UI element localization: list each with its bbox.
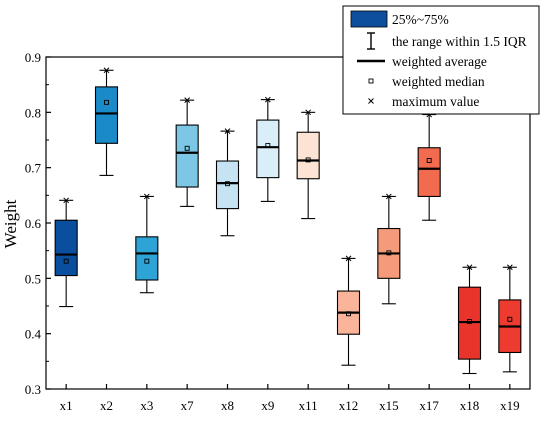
median-marker bbox=[305, 157, 311, 163]
median-marker bbox=[467, 319, 472, 324]
max-marker bbox=[103, 67, 110, 74]
y-tick-label: 0.8 bbox=[25, 105, 41, 120]
max-marker bbox=[506, 264, 513, 271]
x-tick-label: x7 bbox=[181, 398, 195, 413]
iqr-box bbox=[175, 124, 199, 188]
y-tick-label: 0.7 bbox=[25, 161, 42, 176]
max-marker bbox=[63, 197, 70, 204]
x-tick-label: x1 bbox=[60, 398, 73, 413]
y-tick-label: 0.4 bbox=[25, 327, 42, 342]
max-marker bbox=[345, 255, 352, 262]
x-tick-label: x8 bbox=[221, 398, 234, 413]
box-x9 bbox=[256, 96, 280, 202]
median-marker bbox=[265, 143, 271, 148]
legend: 25%~75% the range within 1.5 IQR weighted … bbox=[342, 5, 540, 115]
iqr-box bbox=[94, 86, 119, 144]
box-x7 bbox=[175, 97, 199, 207]
x-axis: x1 x2 x3 x7 x8 x9 x11 x12 x15 x17 x18 x19 bbox=[60, 384, 520, 413]
iqr-box bbox=[296, 131, 320, 180]
box-x2 bbox=[94, 67, 119, 176]
legend-label: maximum value bbox=[392, 94, 479, 109]
x-tick-label: x2 bbox=[100, 398, 113, 413]
y-tick-label: 0.6 bbox=[25, 216, 42, 231]
box-x17 bbox=[417, 111, 441, 221]
box-x18 bbox=[457, 264, 482, 375]
median-marker bbox=[346, 311, 351, 317]
x-tick-label: x9 bbox=[261, 398, 274, 413]
legend-label: weighted median bbox=[392, 74, 485, 89]
x-tick-label: x11 bbox=[299, 398, 318, 413]
iqr-box bbox=[54, 219, 78, 277]
median-marker bbox=[104, 99, 109, 105]
x-tick-label: x18 bbox=[460, 398, 480, 413]
median-marker bbox=[144, 258, 150, 264]
max-marker bbox=[143, 193, 150, 200]
legend-label: the range within 1.5 IQR bbox=[392, 34, 527, 49]
legend-cross-icon bbox=[368, 98, 374, 104]
x-tick-label: x12 bbox=[339, 398, 359, 413]
max-marker bbox=[466, 264, 473, 271]
iqr-box bbox=[256, 119, 280, 179]
iqr-box bbox=[135, 236, 159, 281]
max-marker bbox=[305, 109, 312, 116]
box-x3 bbox=[135, 193, 159, 294]
box-x8 bbox=[215, 128, 240, 237]
iqr-box bbox=[417, 147, 441, 197]
max-marker bbox=[184, 97, 191, 104]
max-marker bbox=[264, 96, 271, 103]
x-tick-label: x15 bbox=[379, 398, 399, 413]
box-x19 bbox=[498, 264, 522, 373]
y-tick-label: 0.9 bbox=[25, 50, 41, 65]
median-marker bbox=[426, 158, 432, 163]
box-x1 bbox=[54, 197, 78, 308]
median-marker bbox=[63, 258, 69, 264]
median-marker bbox=[507, 316, 513, 322]
box-x15 bbox=[377, 193, 401, 305]
median-marker bbox=[386, 250, 392, 256]
iqr-box bbox=[215, 160, 240, 210]
y-axis-label: Weight bbox=[1, 199, 20, 248]
y-axis: 0.3 0.4 0.5 0.6 0.7 0.8 0.9 bbox=[25, 50, 51, 397]
box-x12 bbox=[336, 255, 361, 366]
x-tick-label: x3 bbox=[140, 398, 153, 413]
legend-square-icon bbox=[368, 78, 374, 84]
median-marker bbox=[184, 145, 190, 151]
y-tick-label: 0.3 bbox=[25, 382, 41, 397]
x-tick-label: x19 bbox=[500, 398, 520, 413]
legend-label: weighted average bbox=[392, 54, 487, 69]
median-marker bbox=[225, 181, 230, 187]
legend-label: 25%~75% bbox=[392, 12, 449, 27]
max-marker bbox=[224, 128, 231, 135]
x-tick-label: x17 bbox=[419, 398, 439, 413]
box-x11 bbox=[296, 109, 320, 220]
y-tick-label: 0.5 bbox=[25, 271, 41, 286]
legend-box-swatch bbox=[350, 10, 388, 28]
max-marker bbox=[385, 193, 392, 200]
